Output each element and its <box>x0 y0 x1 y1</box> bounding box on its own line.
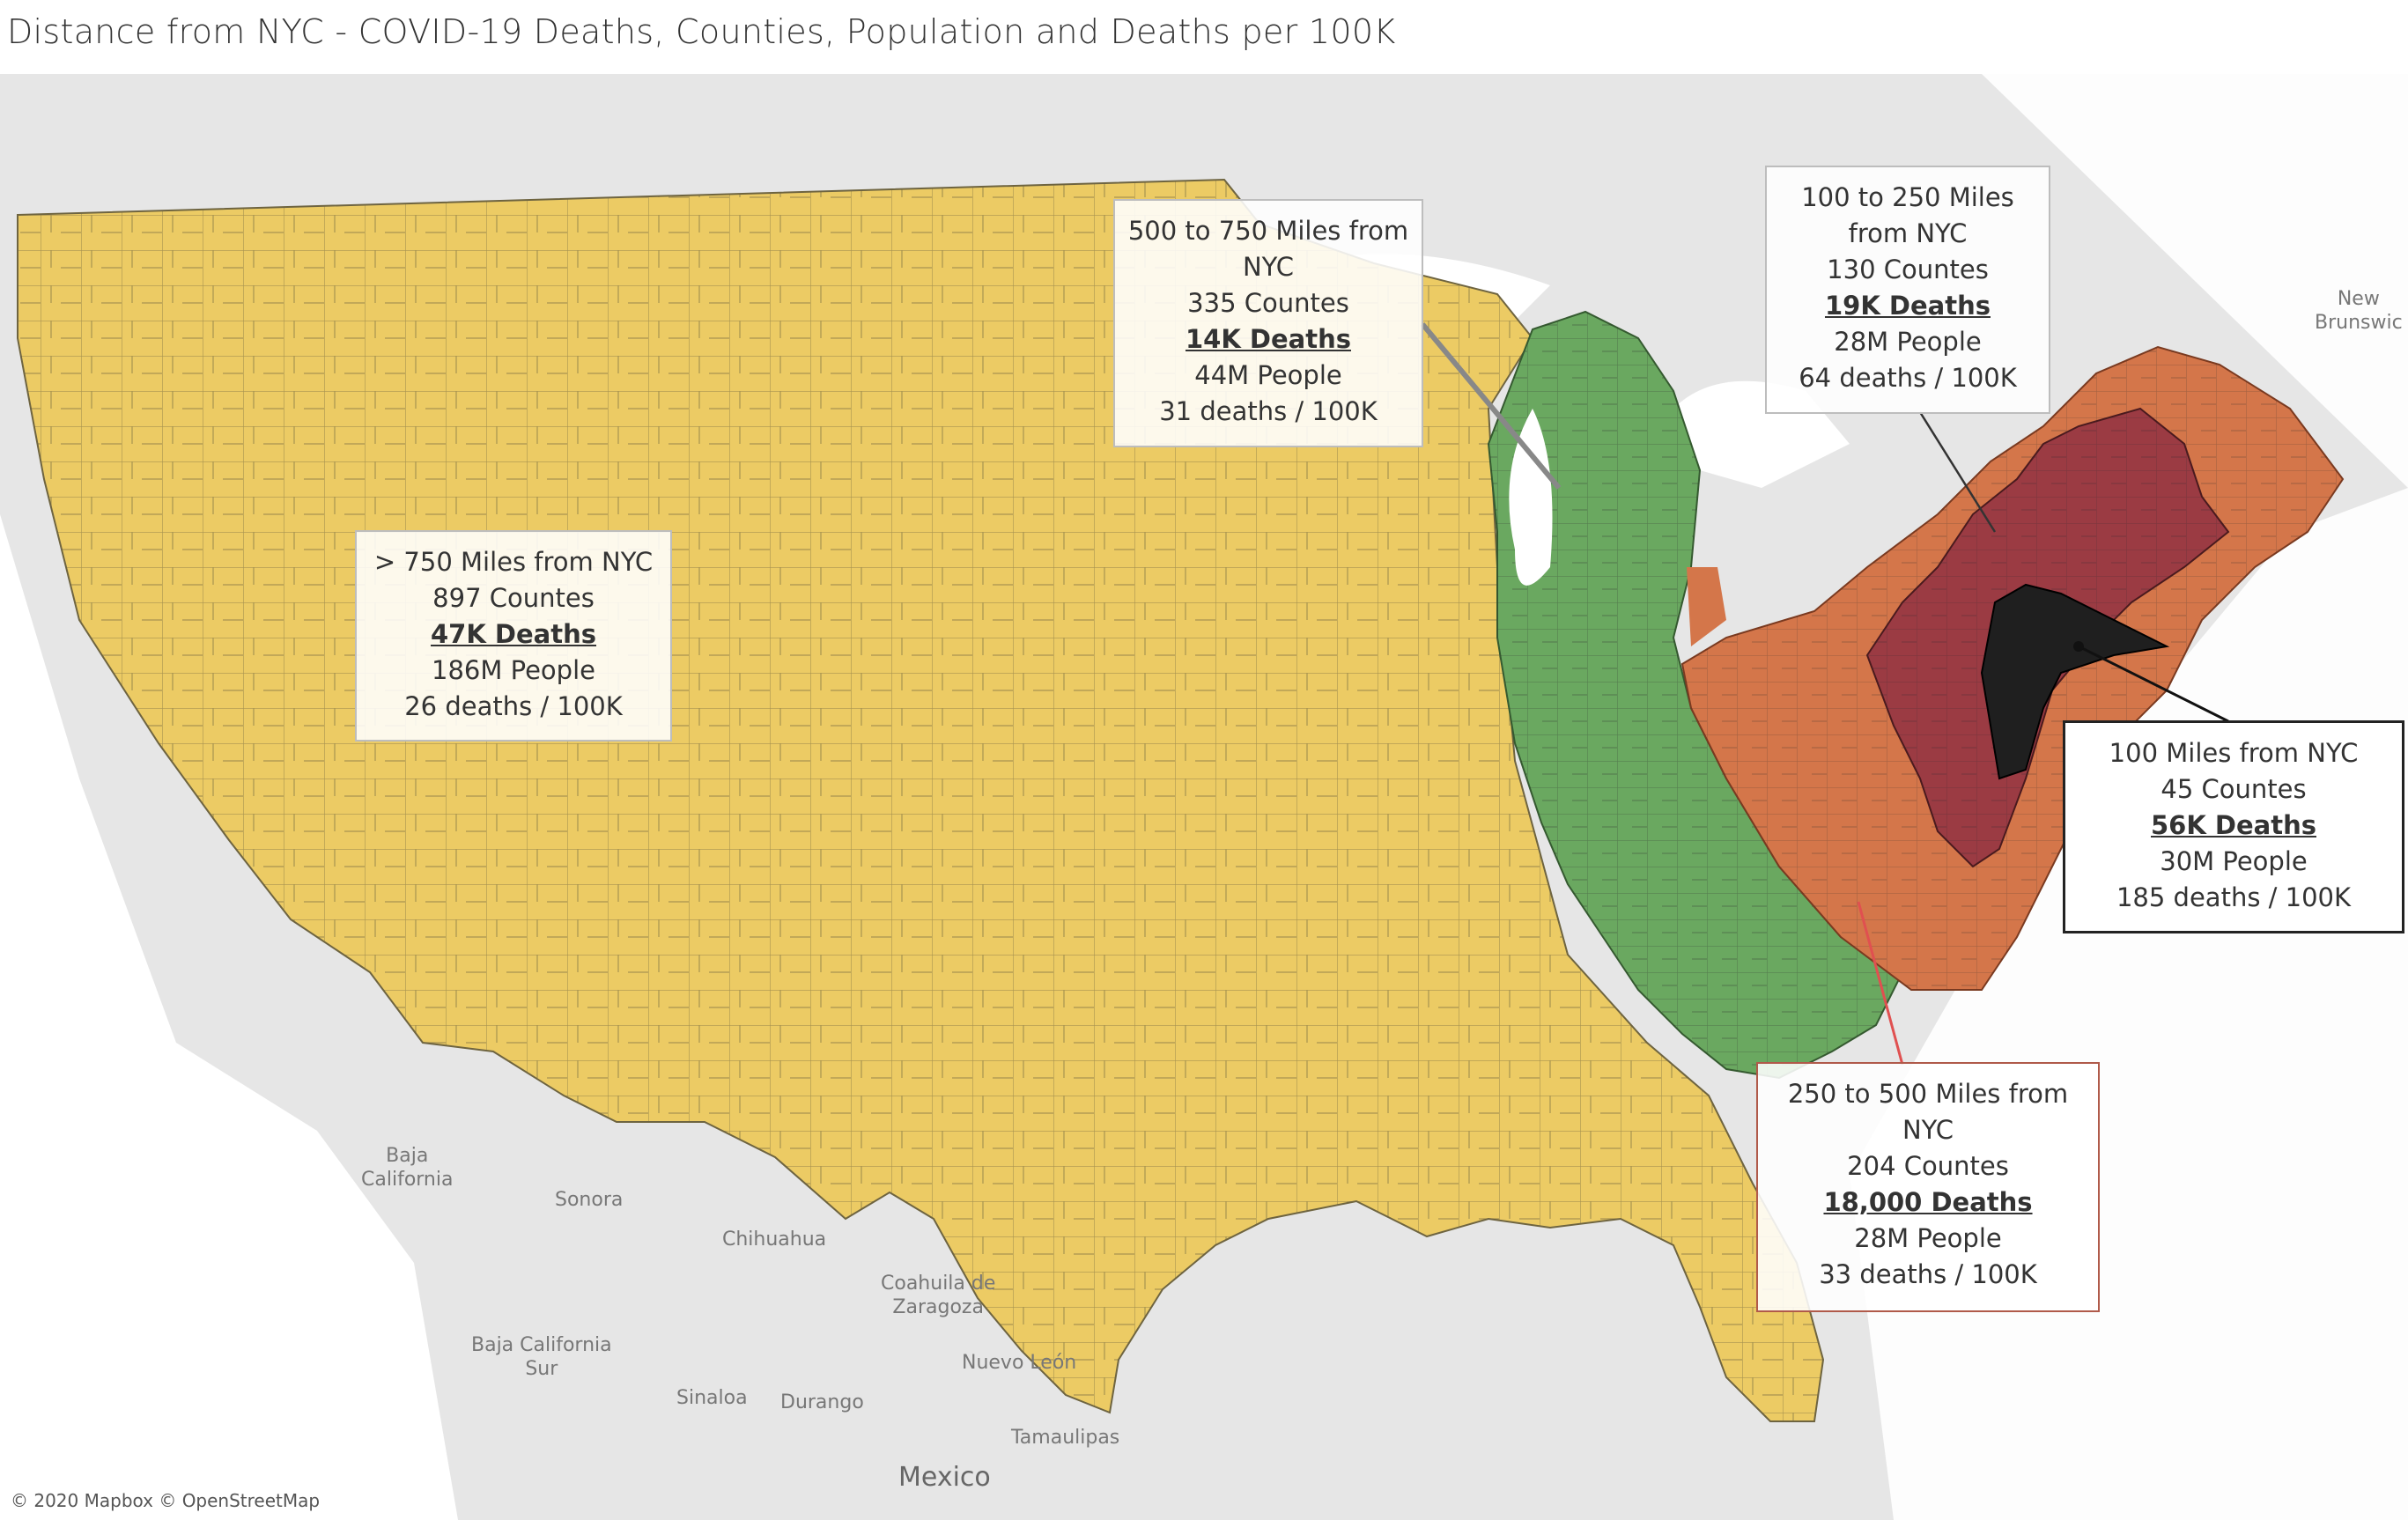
leader-line-250-500 <box>1857 901 1904 1066</box>
callout-250-deaths: 18,000 Deaths <box>1823 1187 2033 1217</box>
callout-far-title: > 750 Miles from NYC <box>373 547 654 577</box>
callout-250-rate: 33 deaths / 100K <box>1819 1259 2037 1289</box>
label-coahuila: Coahuila de Zaragoza <box>881 1273 996 1318</box>
callout-100-250-miles: 100 to 250 Miles from NYC 130 Countes 19… <box>1765 166 2050 414</box>
map-attribution[interactable]: © 2020 Mapbox © OpenStreetMap <box>11 1490 321 1511</box>
callout-far-rate: 26 deaths / 100K <box>404 691 623 721</box>
callout-250-500-miles: 250 to 500 Miles from NYC 204 Countes 18… <box>1756 1062 2100 1312</box>
callout-500-750-miles: 500 to 750 Miles from NYC 335 Countes 14… <box>1113 199 1423 447</box>
callout-250-counties: 204 Countes <box>1847 1151 2009 1181</box>
label-baja-california-sur: Baja California Sur <box>471 1334 612 1380</box>
label-tamaulipas: Tamaulipas <box>1011 1427 1120 1449</box>
callout-500-deaths: 14K Deaths <box>1185 324 1351 354</box>
callout-100-counties: 45 Countes <box>2161 774 2307 804</box>
callout-500-people: 44M People <box>1194 360 1342 390</box>
callout-100-250-people: 28M People <box>1834 327 1982 357</box>
leader-dot-100 <box>2073 641 2084 652</box>
label-sonora: Sonora <box>555 1189 624 1211</box>
label-new-brunswick: New Brunswic <box>2315 288 2403 334</box>
callout-100-people: 30M People <box>2160 846 2308 876</box>
callout-250-title: 250 to 500 Miles from <box>1787 1079 2069 1109</box>
callout-100-250-deaths: 19K Deaths <box>1824 291 1991 321</box>
chart-title: Distance from NYC - COVID-19 Deaths, Cou… <box>7 12 1396 51</box>
label-chihuahua: Chihuahua <box>722 1229 827 1251</box>
callout-100-rate: 185 deaths / 100K <box>2116 882 2352 912</box>
callout-500-title: 500 to 750 Miles from <box>1127 216 1409 246</box>
callout-500-counties: 335 Countes <box>1187 288 1349 318</box>
callout-100-title: 100 Miles from NYC <box>2109 738 2359 768</box>
callout-500-rate: 31 deaths / 100K <box>1159 396 1378 426</box>
callout-far-people: 186M People <box>432 655 595 685</box>
label-durango: Durango <box>780 1391 864 1413</box>
callout-100-250-title: 100 to 250 Miles <box>1801 182 2014 212</box>
region-250-500-michigan <box>1687 567 1726 646</box>
callout-far-counties: 897 Countes <box>432 583 595 613</box>
lake-michigan <box>1509 409 1553 586</box>
callout-100-250-title-b: from NYC <box>1848 218 1968 248</box>
label-baja-california: Baja California <box>361 1145 454 1191</box>
callout-100-deaths: 56K Deaths <box>2150 810 2316 840</box>
callout-250-title-b: NYC <box>1902 1115 1954 1145</box>
label-sinaloa: Sinaloa <box>676 1387 748 1409</box>
callout-under-100-miles: 100 Miles from NYC 45 Countes 56K Deaths… <box>2063 720 2404 933</box>
callout-100-250-counties: 130 Countes <box>1827 255 1989 284</box>
pacific-ocean <box>0 514 458 1520</box>
label-nuevo-leon: Nuevo León <box>962 1352 1077 1374</box>
callout-250-people: 28M People <box>1854 1223 2002 1253</box>
region-under-100-miles <box>1980 583 2170 780</box>
callout-500-title-b: NYC <box>1242 252 1295 282</box>
label-mexico: Mexico <box>898 1462 991 1493</box>
callout-100-250-rate: 64 deaths / 100K <box>1799 363 2017 393</box>
leader-line-500-750 <box>1420 322 1562 490</box>
leader-line-100-250 <box>1918 411 1997 533</box>
county-grid-green <box>1488 312 1902 1078</box>
leader-line-100 <box>2078 645 2229 723</box>
callout-over-750-miles: > 750 Miles from NYC 897 Countes 47K Dea… <box>355 530 672 742</box>
callout-far-deaths: 47K Deaths <box>430 619 596 649</box>
county-grid-far <box>18 180 1823 1421</box>
